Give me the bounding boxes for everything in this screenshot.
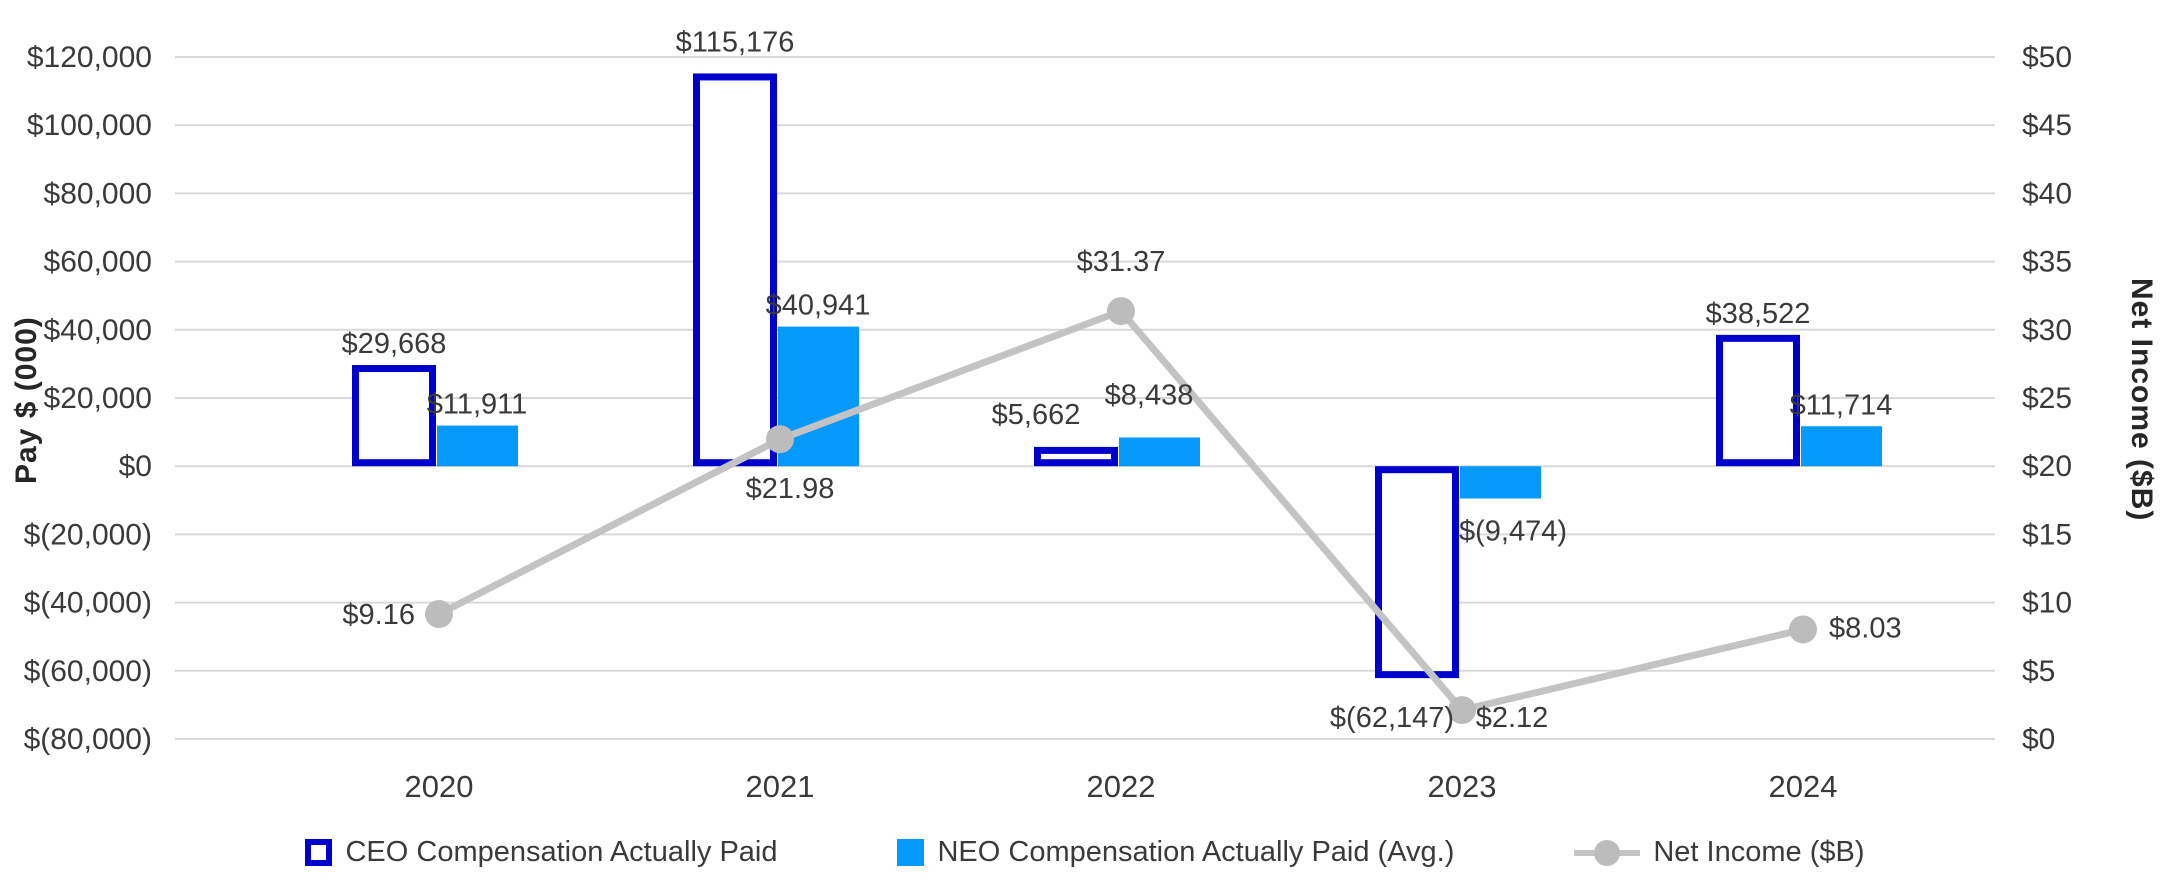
- right-axis-tick-label: $15: [2022, 518, 2072, 551]
- left-axis-tick-label: $(20,000): [24, 518, 152, 551]
- ceo-bar-2021[interactable]: [693, 73, 777, 467]
- left-axis-tick-label: $100,000: [27, 109, 152, 142]
- net-income-label: $8.03: [1829, 612, 1902, 644]
- legend-label-net-income: Net Income ($B): [1653, 836, 1865, 868]
- neo-bar-label: $11,714: [1790, 389, 1893, 421]
- right-axis-tick-label: $45: [2022, 109, 2072, 142]
- left-axis-tick-label: $20,000: [44, 382, 152, 415]
- neo-solid-square-icon: [897, 839, 925, 866]
- net-income-line[interactable]: [437, 306, 1804, 714]
- left-axis-tick-label: $80,000: [44, 177, 152, 210]
- net-income-marker-2023[interactable]: [1448, 696, 1476, 725]
- neo-bar-2023[interactable]: [1460, 466, 1541, 499]
- ceo-bar-2020[interactable]: [352, 365, 436, 467]
- net-income-marker-2021[interactable]: [766, 425, 794, 454]
- right-axis-title: Net Income ($B): [2125, 278, 2158, 522]
- left-axis-tick-label: $40,000: [44, 314, 152, 347]
- legend-item-net-income[interactable]: Net Income ($B): [1574, 836, 1865, 869]
- left-axis-tick-label: $(80,000): [24, 723, 152, 756]
- ceo-bar-label: $38,522: [1706, 298, 1811, 330]
- net-income-marker-2024[interactable]: [1789, 615, 1817, 644]
- net-income-label: $2.12: [1476, 702, 1549, 734]
- neo-bar-label: $8,438: [1105, 379, 1194, 411]
- x-axis-year-label: 2020: [405, 769, 474, 804]
- left-axis-tick-label: $60,000: [44, 246, 152, 279]
- legend-item-ceo-compensation[interactable]: CEO Compensation Actually Paid: [305, 836, 777, 869]
- right-axis-tick-label: $20: [2022, 450, 2072, 483]
- right-axis-tick-label: $10: [2022, 587, 2072, 620]
- legend-label-neo: NEO Compensation Actually Paid (Avg.): [937, 836, 1455, 868]
- net-income-line-marker-icon: [1574, 839, 1641, 867]
- net-income-marker-2020[interactable]: [425, 600, 453, 629]
- x-axis-year-label: 2022: [1087, 769, 1156, 804]
- right-axis-tick-label: $0: [2022, 723, 2055, 756]
- net-income-label: $21.98: [746, 473, 835, 505]
- ceo-bar-label: $5,662: [992, 399, 1081, 431]
- left-axis-tick-label: $(40,000): [24, 587, 152, 620]
- neo-bar-2022[interactable]: [1119, 437, 1200, 467]
- right-axis-tick-label: $50: [2022, 41, 2072, 74]
- neo-bar-label: $40,941: [766, 290, 871, 322]
- net-income-label: $9.16: [342, 599, 415, 631]
- ceo-bar-2022[interactable]: [1034, 446, 1118, 467]
- right-axis-tick-label: $5: [2022, 655, 2055, 688]
- net-income-label: $31.37: [1077, 246, 1166, 278]
- right-axis-tick-label: $35: [2022, 246, 2072, 279]
- ceo-bar-2023[interactable]: [1375, 466, 1459, 679]
- right-axis-tick-label: $40: [2022, 177, 2072, 210]
- ceo-bar-label: $(62,147): [1330, 702, 1454, 734]
- right-axis-tick-label: $30: [2022, 314, 2072, 347]
- left-axis-title: Pay $ (000): [10, 316, 43, 484]
- legend-label-ceo: CEO Compensation Actually Paid: [345, 836, 778, 868]
- x-axis-year-label: 2023: [1428, 769, 1497, 804]
- right-axis-tick-label: $25: [2022, 382, 2072, 415]
- neo-bar-2020[interactable]: [437, 425, 518, 467]
- neo-bar-label: $11,911: [427, 389, 528, 421]
- ceo-outline-square-icon: [305, 839, 333, 866]
- left-axis-tick-label: $(60,000): [24, 655, 152, 688]
- chart-legend: CEO Compensation Actually Paid NEO Compe…: [0, 836, 2170, 869]
- ceo-bar-label: $29,668: [342, 328, 447, 360]
- left-axis-tick-label: $120,000: [27, 41, 152, 74]
- ceo-bar-2024[interactable]: [1716, 334, 1800, 467]
- neo-bar-label: $(9,474): [1459, 516, 1567, 548]
- x-axis-year-label: 2021: [746, 769, 815, 804]
- ceo-bar-label: $115,176: [676, 26, 795, 58]
- x-axis-year-label: 2024: [1769, 769, 1838, 804]
- neo-bar-2024[interactable]: [1801, 426, 1882, 467]
- net-income-marker-2022[interactable]: [1107, 297, 1135, 326]
- left-axis-tick-label: $0: [119, 450, 152, 483]
- legend-item-neo-compensation[interactable]: NEO Compensation Actually Paid (Avg.): [897, 836, 1454, 869]
